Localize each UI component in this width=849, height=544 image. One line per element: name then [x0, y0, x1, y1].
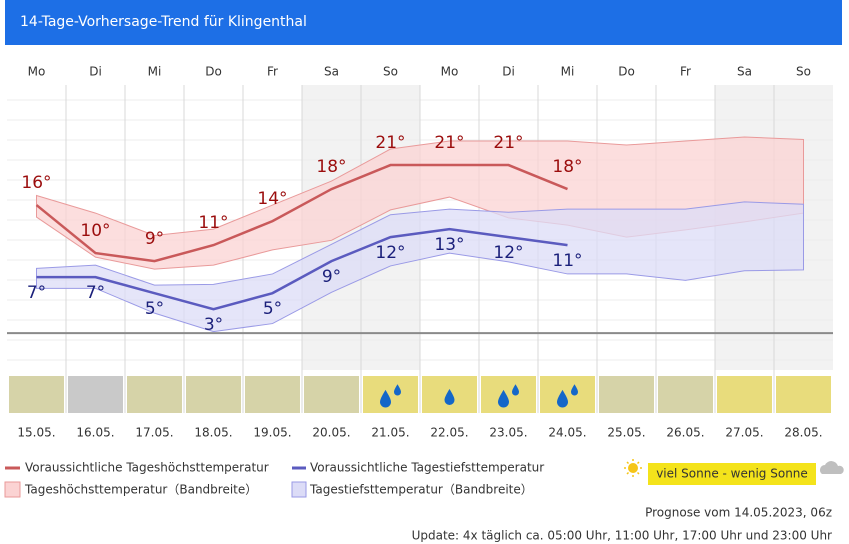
temperature-label: 18° [316, 157, 346, 177]
rain-drop [380, 389, 391, 408]
temperature-label: 13° [434, 235, 464, 255]
temperature-label: 12° [375, 243, 405, 263]
date-label: 23.05. [489, 426, 527, 440]
date-label: 27.05. [725, 426, 763, 440]
temperature-label: 5° [145, 299, 164, 319]
legend: Voraussichtliche Tageshöchsttemperatur V… [4, 459, 844, 498]
sun-icon [628, 463, 638, 473]
temperature-label: 21° [493, 133, 523, 153]
weather-tile [481, 376, 536, 413]
rain-drop [557, 389, 568, 408]
date-label: 26.05. [666, 426, 704, 440]
weather-tile [304, 376, 359, 413]
date-label: 16.05. [76, 426, 114, 440]
weather-tile [717, 376, 772, 413]
sun-rays [624, 459, 642, 477]
weekday-label: Mo [441, 65, 459, 79]
legend-label: Tageshöchsttemperatur（Bandbreite） [24, 483, 257, 497]
date-label: 15.05. [17, 426, 55, 440]
weather-tile [9, 376, 64, 413]
weekday-label: Sa [324, 65, 339, 79]
forecast-date: Prognose vom 14.05.2023, 06z [645, 506, 832, 520]
weekday-label: Do [618, 65, 635, 79]
temperature-label: 21° [375, 133, 405, 153]
weekday-label: Mi [148, 65, 162, 79]
date-label: 25.05. [607, 426, 645, 440]
legend-swatch [291, 481, 307, 498]
rain-drop [512, 384, 519, 396]
date-label: 19.05. [253, 426, 291, 440]
rain-drop [394, 384, 402, 396]
temperature-label: 16° [21, 173, 51, 193]
weekday-label: Sa [737, 65, 752, 79]
weather-tile [658, 376, 713, 413]
legend-label: Tagestiefsttemperatur（Bandbreite） [309, 483, 533, 497]
weekday-label: So [796, 65, 811, 79]
date-label: 28.05. [784, 426, 822, 440]
temperature-label: 9° [322, 267, 341, 287]
header-bar [5, 0, 842, 45]
sun-scale-box [648, 463, 816, 485]
header-title: 14-Tage-Vorhersage-Trend für Klingenthal [20, 14, 307, 30]
weekday-label: Do [205, 65, 222, 79]
weather-tile [540, 376, 595, 413]
temperature-line [36, 227, 568, 311]
temperature-label: 14° [257, 189, 287, 209]
band [36, 201, 804, 333]
weekday-label: Mi [561, 65, 575, 79]
weekday-label: Di [502, 65, 515, 79]
temperature-label: 10° [80, 221, 110, 241]
weekday-label: Fr [680, 65, 691, 79]
weekday-label: So [383, 65, 398, 79]
temperature-label: 7° [27, 283, 46, 303]
weather-tile [776, 376, 831, 413]
legend-label: Voraussichtliche Tageshöchsttemperatur [25, 461, 269, 475]
weekday-label: Mo [28, 65, 46, 79]
temperature-label: 3° [204, 315, 223, 335]
weather-tile [363, 376, 418, 413]
rain-drop [444, 389, 455, 405]
cloud-icon [820, 461, 844, 474]
temperature-label: 11° [198, 213, 228, 233]
date-label: 24.05. [548, 426, 586, 440]
temperature-label: 12° [493, 243, 523, 263]
weekday-label: Fr [267, 65, 278, 79]
temperature-label: 21° [434, 133, 464, 153]
temperature-label: 5° [263, 299, 282, 319]
weekday-label: Di [89, 65, 102, 79]
weather-tile [245, 376, 300, 413]
temperature-label: 11° [552, 251, 582, 271]
weather-tile [599, 376, 654, 413]
temperature-label: 9° [145, 229, 164, 249]
rain-drop [571, 384, 578, 396]
weather-tile [68, 376, 123, 413]
legend-swatch [4, 481, 21, 498]
legend-label: Voraussichtliche Tagestiefsttemperatur [310, 461, 544, 475]
weather-tile [127, 376, 182, 413]
date-label: 21.05. [371, 426, 409, 440]
sun-scale-label: viel Sonne - wenig Sonne [656, 467, 808, 481]
date-label: 17.05. [135, 426, 173, 440]
weather-tile [186, 376, 241, 413]
temperature-label: 7° [86, 283, 105, 303]
date-label: 22.05. [430, 426, 468, 440]
temperature-line [35, 163, 568, 263]
update-info: Update: 4x täglich ca. 05:00 Uhr, 11:00 … [412, 529, 832, 543]
rain-drop [498, 389, 509, 408]
date-label: 20.05. [312, 426, 350, 440]
temperature-label: 18° [552, 157, 582, 177]
date-label: 18.05. [194, 426, 232, 440]
